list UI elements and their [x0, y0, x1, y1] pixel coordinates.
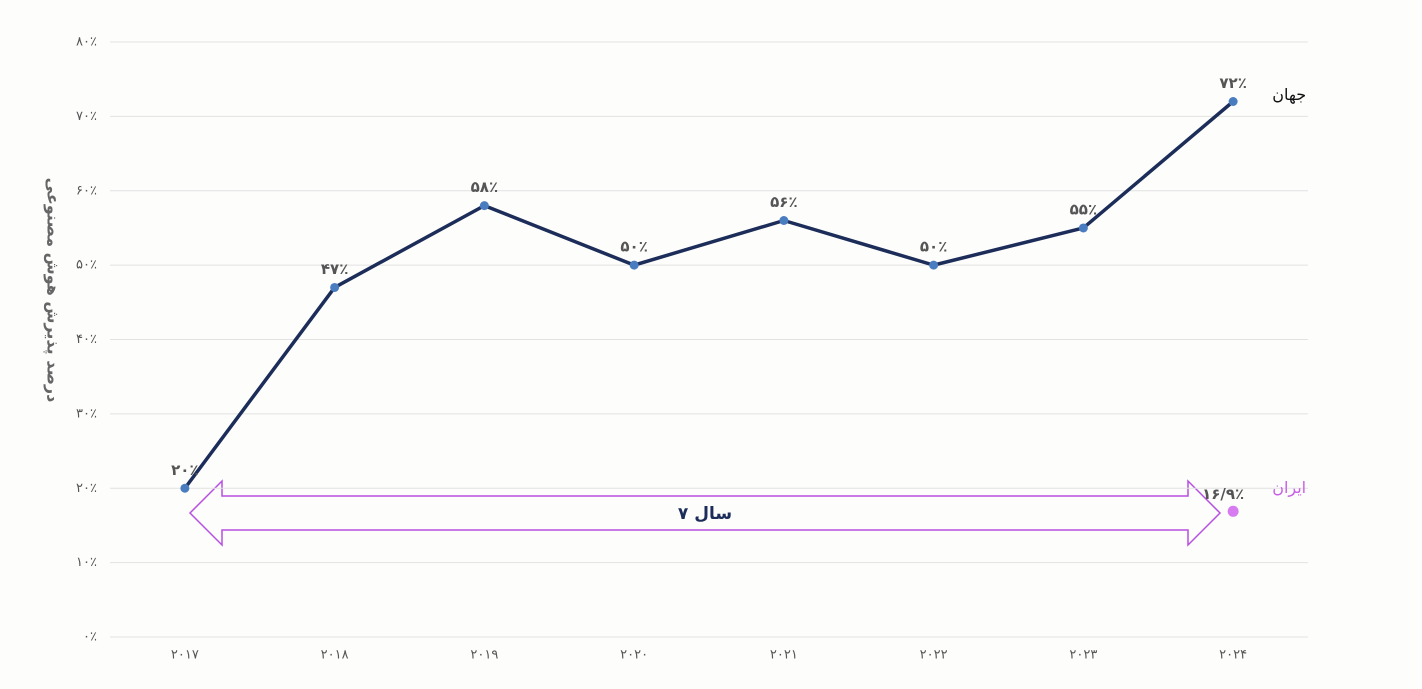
data-label: ۲۰٪ — [171, 461, 198, 479]
point — [1227, 505, 1239, 517]
data-label: ۴۷٪ — [321, 260, 348, 278]
duration-arrow — [188, 479, 1222, 547]
annotation: ۷ سال — [678, 504, 732, 524]
y-tick-label: ۸۰٪ — [76, 35, 97, 50]
point — [629, 260, 639, 270]
y-tick-label: ۴۰٪ — [76, 332, 97, 347]
data-label: ۵۵٪ — [1070, 200, 1097, 218]
series-name: جهان — [1272, 85, 1306, 105]
x-tick-label: ۲۰۲۳ — [1069, 648, 1097, 663]
x-tick-label: ۲۰۲۱ — [770, 648, 798, 663]
point — [180, 483, 190, 493]
x-tick-label: ۲۰۲۰ — [620, 648, 648, 663]
x-tick-label: ۲۰۱۹ — [470, 648, 498, 663]
point — [1078, 223, 1088, 233]
data-label: ۷۲٪ — [1219, 74, 1246, 92]
y-tick-label: ۷۰٪ — [76, 109, 97, 124]
data-label: ۵۶٪ — [770, 193, 797, 211]
series-line — [183, 100, 1235, 490]
x-tick-label: ۲۰۲۴ — [1219, 648, 1247, 663]
data-label: ۵۸٪ — [471, 178, 498, 196]
data-label: ۱۶/۹٪ — [1202, 485, 1244, 503]
x-tick-label: ۲۰۲۲ — [920, 648, 948, 663]
y-tick-label: ۶۰٪ — [76, 183, 97, 198]
point — [479, 201, 489, 211]
y-tick-label: ۱۰٪ — [76, 555, 97, 570]
data-label: ۵۰٪ — [920, 238, 947, 256]
data-label: ۵۰٪ — [620, 238, 647, 256]
y-axis-label: درصد پذیرش هوش مصنوعی — [43, 178, 63, 403]
point — [779, 216, 789, 225]
y-tick-label: ۰٪ — [83, 630, 97, 645]
point — [1228, 97, 1238, 106]
x-tick-label: ۲۰۱۸ — [321, 648, 349, 663]
y-tick-label: ۲۰٪ — [76, 481, 97, 496]
point — [929, 260, 939, 270]
point — [330, 282, 340, 292]
x-tick-label: ۲۰۱۷ — [171, 648, 199, 663]
y-tick-label: ۳۰٪ — [76, 406, 97, 421]
series-name: ایران — [1272, 478, 1306, 498]
y-tick-label: ۵۰٪ — [76, 258, 97, 273]
